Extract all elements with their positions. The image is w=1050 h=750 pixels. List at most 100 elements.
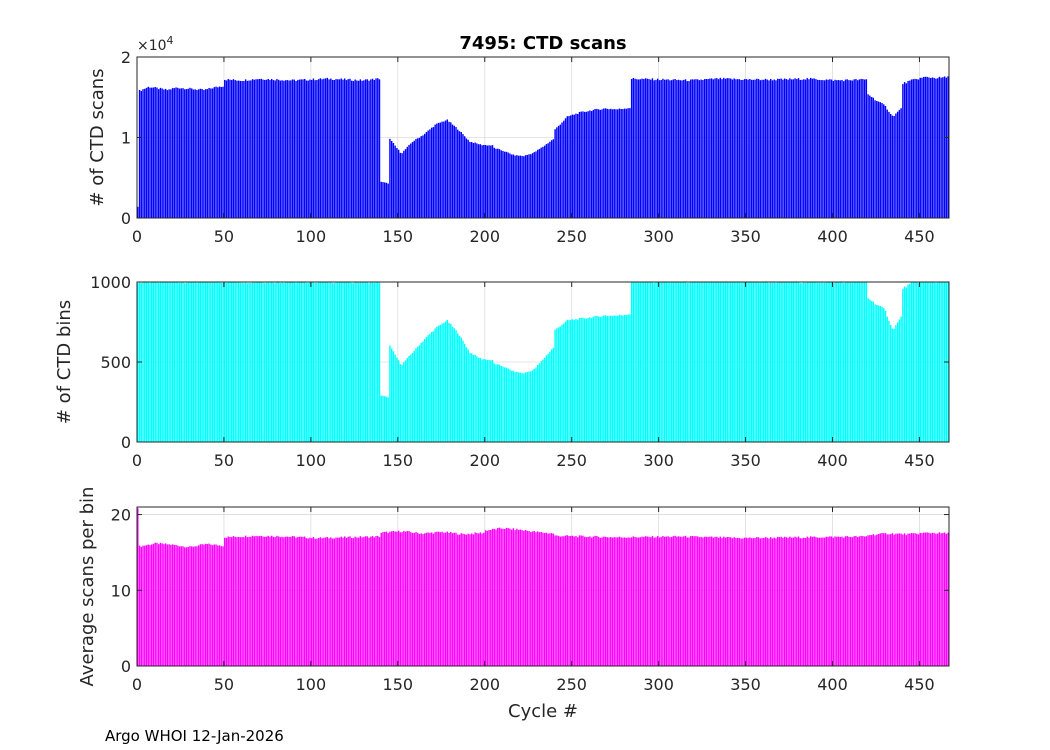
bar bbox=[651, 535, 654, 666]
bar bbox=[627, 314, 629, 442]
bar bbox=[723, 536, 725, 666]
bar bbox=[863, 282, 866, 442]
bar bbox=[168, 89, 170, 218]
bar bbox=[759, 282, 762, 442]
bar bbox=[578, 535, 581, 666]
bar bbox=[239, 80, 242, 218]
bar bbox=[378, 282, 381, 442]
bar bbox=[597, 109, 600, 218]
bar bbox=[512, 154, 515, 218]
bar bbox=[443, 532, 445, 666]
bar bbox=[839, 80, 841, 218]
bar bbox=[594, 109, 596, 218]
bar bbox=[590, 111, 593, 218]
bar bbox=[862, 79, 864, 218]
bar bbox=[690, 79, 692, 218]
bar bbox=[429, 532, 431, 666]
y-axis: 0 500 1000 bbox=[90, 273, 949, 452]
bar bbox=[265, 79, 268, 219]
y-tick-label: 20 bbox=[111, 506, 131, 525]
bar bbox=[290, 536, 292, 666]
bar bbox=[230, 80, 233, 218]
bar bbox=[510, 154, 513, 218]
bar bbox=[766, 537, 768, 666]
y-axis: 0 1 2 bbox=[121, 48, 949, 228]
bar bbox=[782, 282, 784, 442]
bar bbox=[291, 535, 294, 666]
bar bbox=[870, 301, 873, 442]
bar bbox=[345, 80, 348, 218]
bar bbox=[434, 328, 436, 442]
bar bbox=[646, 536, 648, 666]
bar bbox=[430, 127, 433, 218]
bar bbox=[695, 536, 697, 666]
bar bbox=[338, 282, 341, 442]
bar bbox=[290, 80, 292, 218]
bar bbox=[463, 534, 466, 666]
bar bbox=[818, 79, 821, 218]
bar bbox=[298, 282, 301, 442]
bar bbox=[874, 304, 876, 442]
bar bbox=[486, 360, 489, 442]
bar bbox=[583, 318, 586, 442]
bar bbox=[457, 129, 459, 218]
bar bbox=[912, 79, 915, 219]
bar bbox=[731, 282, 734, 442]
bar bbox=[851, 80, 854, 218]
bar bbox=[587, 536, 589, 666]
bar bbox=[272, 536, 275, 666]
bar bbox=[663, 536, 666, 666]
bar bbox=[837, 282, 840, 442]
bar bbox=[637, 282, 640, 442]
bar bbox=[823, 282, 826, 442]
bar bbox=[267, 282, 269, 442]
bar bbox=[309, 79, 311, 219]
bar bbox=[589, 110, 591, 218]
bar bbox=[220, 86, 222, 218]
bar bbox=[269, 79, 271, 218]
bar bbox=[710, 78, 713, 218]
bar bbox=[929, 282, 932, 442]
bar bbox=[417, 138, 419, 218]
bar bbox=[298, 536, 301, 666]
bar bbox=[149, 282, 151, 442]
bar bbox=[577, 537, 579, 666]
bar bbox=[564, 118, 567, 218]
bar bbox=[258, 536, 261, 666]
bar bbox=[338, 79, 341, 219]
bar bbox=[171, 282, 174, 442]
bar bbox=[677, 79, 680, 218]
bar bbox=[530, 371, 532, 442]
bar bbox=[660, 282, 662, 442]
figure-title: 7495: CTD scans bbox=[459, 33, 626, 54]
bar bbox=[357, 80, 360, 218]
bar bbox=[848, 80, 850, 218]
bar bbox=[603, 315, 605, 442]
bar bbox=[667, 79, 669, 218]
bar bbox=[246, 80, 249, 218]
bar bbox=[742, 79, 744, 218]
bar bbox=[596, 535, 598, 666]
bar bbox=[397, 149, 400, 218]
bar bbox=[700, 282, 702, 442]
bar bbox=[829, 282, 831, 442]
bar bbox=[234, 282, 236, 442]
bar bbox=[942, 77, 944, 218]
bar bbox=[276, 79, 278, 219]
bar bbox=[856, 80, 859, 218]
bar bbox=[594, 535, 596, 666]
bar bbox=[514, 372, 516, 442]
bar bbox=[474, 354, 476, 442]
bar bbox=[514, 155, 516, 218]
bar bbox=[877, 305, 880, 442]
bar bbox=[498, 149, 501, 218]
bar bbox=[477, 144, 480, 218]
bar bbox=[491, 145, 494, 218]
bar bbox=[265, 282, 268, 442]
bar bbox=[844, 282, 847, 442]
bar bbox=[577, 319, 579, 442]
bar bbox=[302, 282, 304, 442]
bar bbox=[310, 282, 313, 442]
bar bbox=[493, 363, 495, 442]
bar bbox=[187, 282, 189, 442]
